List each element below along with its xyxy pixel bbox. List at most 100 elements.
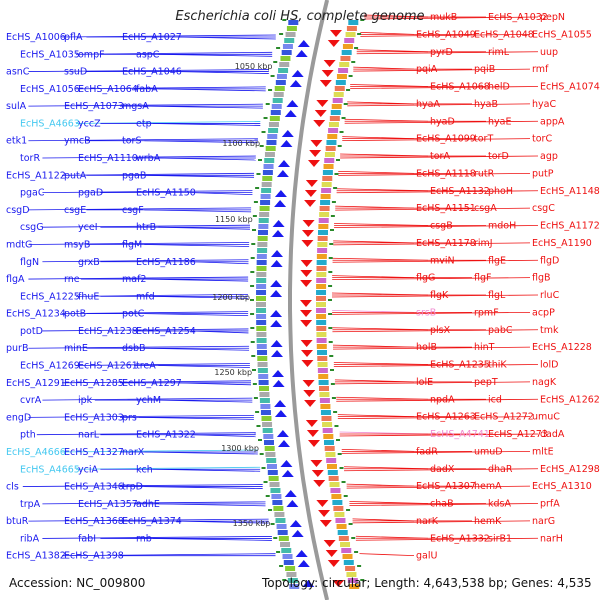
- track-block: [285, 566, 296, 571]
- label-connector: [28, 518, 269, 522]
- left-strand-gene: [270, 290, 283, 297]
- track-block: [317, 350, 328, 355]
- gene-label: pflA: [64, 32, 83, 43]
- label-connector: [158, 399, 253, 403]
- gene-label: flgM: [122, 239, 142, 250]
- label-connector: [144, 140, 258, 144]
- track-block: [317, 248, 328, 253]
- track-block: [333, 92, 344, 97]
- gene-label: hyaB: [474, 99, 498, 110]
- gene-label: EcHS_A1006: [6, 32, 66, 43]
- label-connector: [341, 450, 531, 454]
- label-connector: [333, 364, 539, 367]
- track-block: [261, 188, 272, 193]
- track-block: [324, 158, 335, 163]
- left-strand-gene: [271, 230, 284, 237]
- genome-title: Escherichia coli HS, complete genome: [175, 9, 425, 24]
- track-block: [260, 194, 271, 199]
- label-connector: [144, 244, 250, 247]
- track-block: [256, 254, 267, 259]
- gene-label: hyaA: [416, 99, 440, 110]
- label-connector: [152, 538, 272, 541]
- track-block: [268, 128, 279, 133]
- gene-label: EcHS_A4663: [20, 118, 80, 129]
- track-block: [278, 536, 289, 541]
- gene-label: pabC: [488, 325, 513, 336]
- gene-label: EcHS_A1186: [136, 257, 196, 268]
- track-block: [335, 518, 346, 523]
- gene-label: pgaC: [20, 188, 45, 199]
- right-strand-gene: [318, 510, 331, 517]
- gene-label: EcHS_A1382: [6, 551, 66, 562]
- track-block: [256, 266, 267, 271]
- track-block: [266, 140, 277, 145]
- gene-label: maf2: [122, 274, 146, 285]
- gene-label: EcHS_A1238: [78, 326, 138, 337]
- track-block: [281, 548, 292, 553]
- track-block: [319, 386, 330, 391]
- track-block: [320, 404, 331, 409]
- track-block: [321, 188, 332, 193]
- track-block: [318, 380, 329, 385]
- track-block: [346, 26, 357, 31]
- gene-label: dadA: [540, 429, 565, 440]
- gene-label: pyrD: [430, 47, 453, 58]
- gene-label: rne: [64, 274, 80, 285]
- track-block: [259, 212, 270, 217]
- left-strand-gene: [284, 110, 297, 117]
- label-connector: [346, 485, 531, 489]
- track-block: [349, 584, 360, 589]
- gene-label: rutR: [474, 168, 495, 179]
- track-block: [260, 404, 271, 409]
- track-block: [264, 152, 275, 157]
- track-block: [335, 80, 346, 85]
- scale-tick-label: 1200 kbp: [212, 293, 250, 302]
- track-block: [285, 32, 296, 37]
- gene-label: putA: [64, 170, 87, 181]
- label-connector: [332, 259, 539, 263]
- gene-label: torA: [430, 151, 450, 162]
- right-strand-gene: [305, 420, 318, 427]
- track-block: [323, 440, 334, 445]
- track-block: [274, 512, 285, 517]
- gene-label: appA: [540, 116, 565, 127]
- gene-label: fhuE: [78, 291, 99, 302]
- right-strand-gene: [300, 280, 313, 287]
- gene-label: EcHS_A1346: [64, 482, 124, 493]
- track-block: [322, 422, 333, 427]
- right-strand-gene: [304, 400, 317, 407]
- gene-label: nagK: [532, 377, 557, 388]
- right-strand-gene: [310, 140, 323, 147]
- label-connector: [42, 536, 272, 539]
- track-block: [336, 524, 347, 529]
- topology-label: Topology: circular; Length: 4,643,538 bp…: [262, 576, 592, 590]
- track-block: [256, 332, 267, 337]
- track-block: [271, 494, 282, 499]
- gene-label: csgG: [20, 222, 44, 233]
- track-block: [266, 464, 277, 469]
- track-block: [264, 158, 275, 163]
- label-connector: [42, 501, 266, 505]
- right-strand-gene: [316, 500, 329, 507]
- gene-label: EcHS_A1151: [416, 203, 476, 214]
- right-strand-gene: [301, 230, 314, 237]
- label-connector: [144, 451, 258, 455]
- track-block: [339, 62, 350, 67]
- track-block: [272, 98, 283, 103]
- label-connector: [42, 397, 253, 401]
- label-connector: [61, 449, 258, 453]
- label-connector: [42, 155, 256, 159]
- track-block: [289, 584, 300, 589]
- gene-label: mviN: [430, 255, 455, 266]
- gene-label: sulA: [6, 101, 27, 112]
- gene-label: EcHS_A4741: [430, 429, 490, 440]
- track-block: [332, 500, 343, 505]
- gene-label: lolD: [540, 360, 558, 371]
- gene-label: icd: [488, 394, 502, 405]
- label-connector: [356, 51, 539, 55]
- left-strand-gene: [271, 370, 284, 377]
- gene-label: yceI: [78, 222, 98, 233]
- track-block: [324, 152, 335, 157]
- left-strand-gene: [274, 190, 287, 197]
- track-block: [346, 572, 357, 577]
